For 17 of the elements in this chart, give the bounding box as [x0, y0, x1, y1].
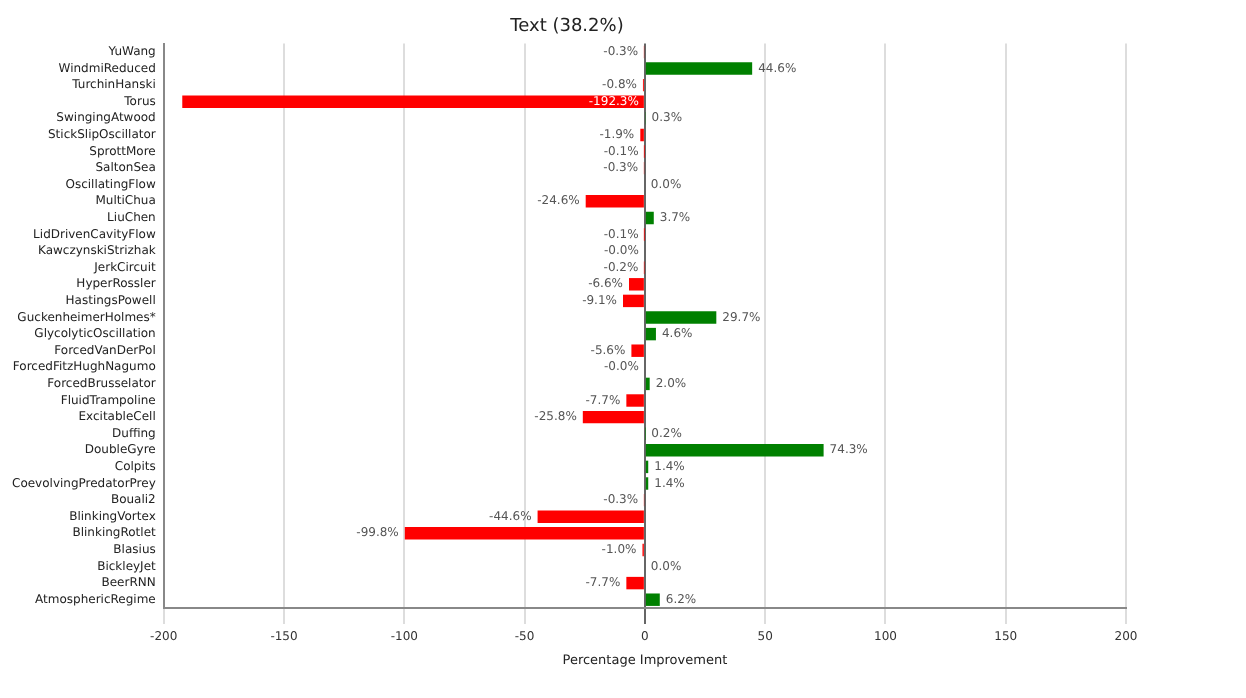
bar: [629, 278, 644, 291]
chart-title: Text (38.2%): [508, 17, 624, 38]
bar: [404, 527, 644, 540]
bar: [537, 510, 644, 523]
bar: [182, 95, 644, 108]
bar: [622, 294, 644, 308]
bar: [626, 394, 644, 407]
bar: [645, 211, 654, 225]
bar: [645, 311, 717, 324]
bar: [645, 62, 753, 75]
bar: [585, 195, 644, 208]
bar: [631, 344, 644, 357]
bar: [645, 444, 824, 457]
bar: [645, 327, 656, 341]
bar: [582, 410, 644, 424]
bar: [626, 576, 644, 590]
bar: [645, 593, 660, 606]
